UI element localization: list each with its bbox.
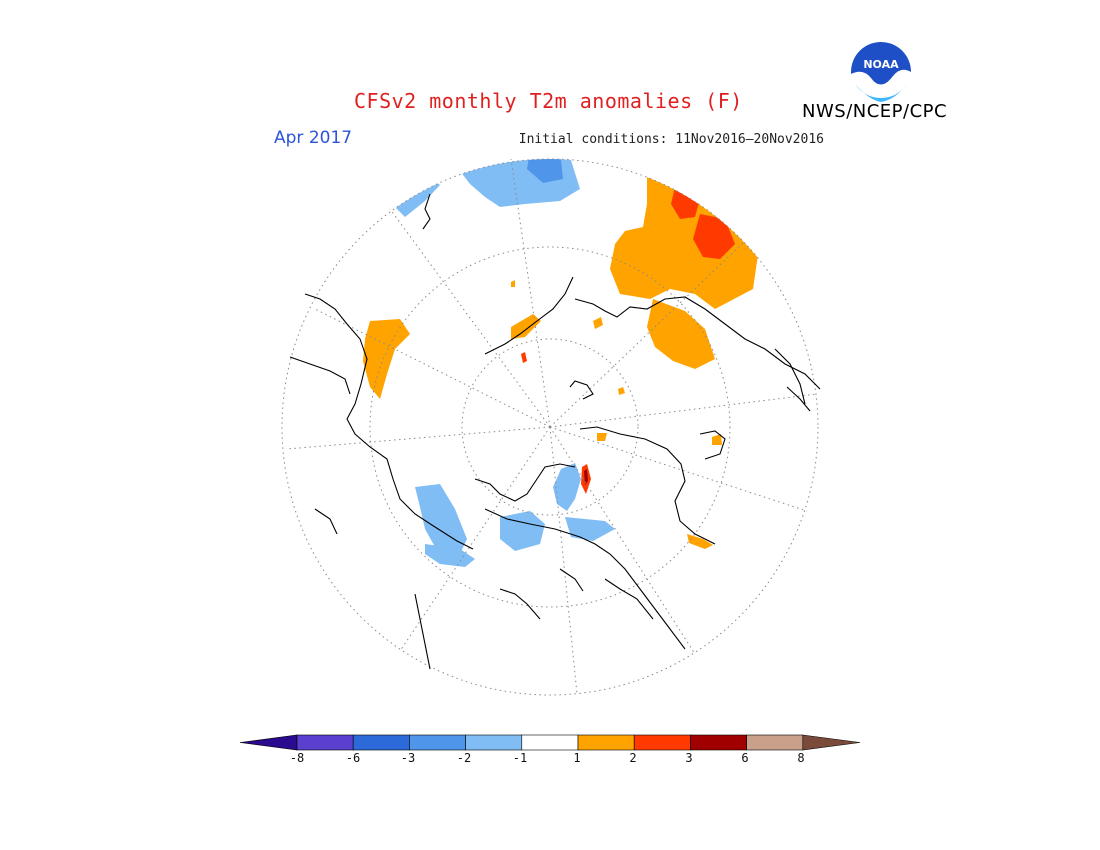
anomaly-scandinavia	[553, 463, 581, 511]
anomaly-iceland	[712, 434, 722, 445]
chart-title: CFSv2 monthly T2m anomalies (F)	[354, 89, 743, 113]
anomaly-bering-core	[527, 159, 563, 183]
legend-label: 6	[741, 751, 749, 765]
anomaly-alaska-north	[511, 314, 541, 339]
colorbar-swatch	[633, 734, 691, 751]
anomaly-europe-1	[415, 484, 467, 554]
legend-label: -8	[289, 751, 305, 765]
anomaly-laptev	[593, 317, 603, 329]
anomaly-europe-4	[565, 517, 615, 541]
colorbar-min-arrow	[240, 734, 298, 751]
anomaly-small-2	[511, 280, 515, 287]
legend-label: -3	[400, 751, 416, 765]
legend-label: -1	[512, 751, 528, 765]
colorbar-swatch	[296, 734, 354, 751]
colorbar-swatch	[409, 734, 466, 751]
colorbar-swatch	[352, 734, 410, 751]
legend-label: -2	[456, 751, 472, 765]
anomaly-europe-2	[425, 544, 475, 567]
colorbar-swatch	[746, 734, 804, 751]
anomaly-scandinavia-dark	[584, 469, 588, 485]
anomaly-chukotka	[647, 299, 715, 369]
anomaly-greenland-spot	[597, 433, 607, 441]
coastlines	[289, 193, 821, 670]
logo-text: NOAA	[863, 58, 899, 71]
colorbar-swatch	[521, 734, 579, 751]
legend-label: 2	[629, 751, 637, 765]
colorbar-swatch	[465, 734, 523, 751]
legend-label: 3	[685, 751, 693, 765]
anomaly-europe-south	[687, 534, 713, 549]
colorbar-swatch	[690, 734, 747, 751]
anomaly-small-1	[618, 387, 625, 395]
graticule	[281, 158, 819, 696]
anomaly-siberia-core-2	[693, 214, 735, 259]
forecast-month: Apr 2017	[274, 128, 353, 148]
agency-label: NWS/NCEP/CPC	[802, 101, 948, 122]
colorbar-max-arrow	[802, 734, 860, 751]
legend-label: 8	[797, 751, 805, 765]
colorbar-swatch	[577, 734, 635, 751]
polar-map	[275, 149, 825, 699]
initial-conditions: Initial conditions: 11Nov2016–20Nov2016	[518, 132, 824, 147]
colorbar	[240, 734, 860, 751]
anomaly-small-3	[521, 352, 527, 363]
anomaly-europe-3	[500, 511, 545, 551]
legend-label: 1	[573, 751, 581, 765]
noaa-logo: NOAA	[850, 41, 912, 104]
legend-label: -6	[345, 751, 361, 765]
